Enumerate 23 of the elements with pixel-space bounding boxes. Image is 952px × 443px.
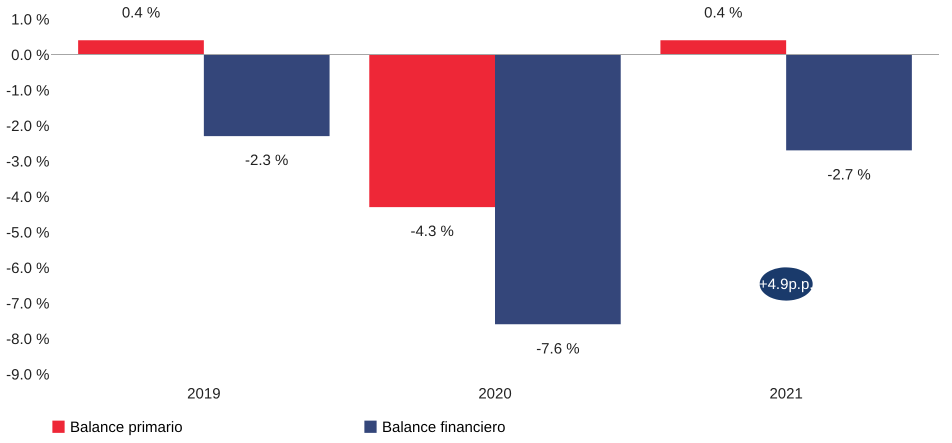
legend-label: Balance financiero (382, 418, 506, 436)
data-label: -2.7 % (827, 166, 871, 184)
y-tick-label: -8.0 % (6, 331, 50, 348)
y-tick-label: -5.0 % (6, 224, 50, 242)
data-label: -4.3 % (410, 223, 454, 240)
y-tick-label: -3.0 % (6, 154, 50, 170)
y-tick-label: -2.0 % (6, 118, 50, 135)
legend-label: Balance primario (70, 418, 183, 436)
y-tick-label: -4.0 % (6, 189, 50, 206)
annotation: +4.9p.p. (758, 276, 814, 293)
y-tick-label: 1.0 % (11, 12, 50, 28)
y-tick-label: 0.0 % (11, 47, 50, 64)
y-tick-label: -9.0 % (6, 366, 50, 384)
data-label: -2.3 % (245, 152, 288, 170)
data-label: 0.4 % (704, 4, 742, 22)
y-tick-label: -1.0 % (6, 82, 50, 100)
x-tick-label: 2020 (478, 386, 512, 402)
data-label: 0.4 % (122, 4, 160, 22)
y-tick-label: -7.0 % (6, 296, 50, 312)
x-tick-label: 2019 (187, 386, 221, 402)
data-label: -7.6 % (536, 340, 580, 358)
x-tick-label: 2021 (769, 386, 803, 402)
y-tick-label: -6.0 % (6, 260, 50, 277)
